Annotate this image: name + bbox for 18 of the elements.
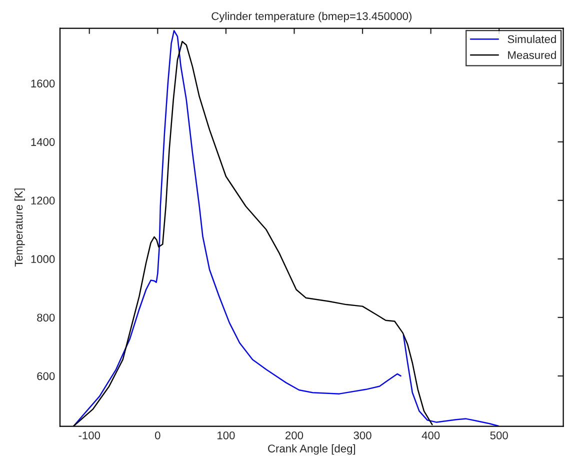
x-tick-label: 300 [354, 431, 372, 440]
y-tick-label: 1400 [31, 138, 55, 146]
x-tick-label: 400 [422, 431, 440, 440]
y-tick-label: 1200 [31, 196, 55, 205]
legend-label: Measured [508, 50, 556, 60]
x-tick-label: 500 [490, 431, 508, 440]
chart-title: Cylinder temperature (bmep=13.450000) [212, 12, 412, 22]
x-tick-label: 200 [286, 431, 304, 440]
y-tick-label: 800 [37, 314, 55, 322]
y-tick-label: 1600 [31, 80, 55, 88]
legend-label: Simulated [508, 34, 556, 44]
x-tick-label: 0 [155, 431, 160, 440]
y-tick-label: 600 [37, 372, 55, 380]
y-tick-label: 1000 [31, 255, 55, 264]
x-tick-label: -100 [78, 431, 100, 440]
y-axis-title: Temperature [K] [14, 188, 25, 267]
x-tick-label: 100 [218, 431, 235, 440]
x-axis-title: Crank Angle [deg] [268, 444, 356, 455]
